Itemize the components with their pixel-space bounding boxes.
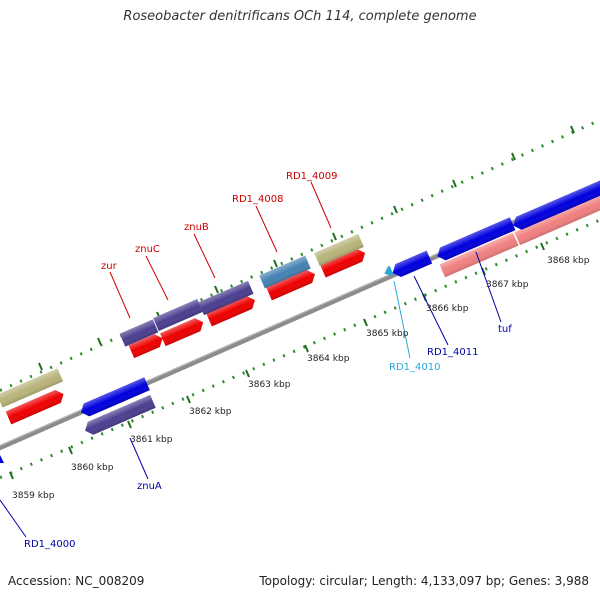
gene-forward-pink-2[interactable] xyxy=(514,190,600,246)
inner-tick-track xyxy=(0,218,600,480)
gene-reverse-purple-znuA[interactable] xyxy=(82,394,156,437)
gene-label-RD1_4010: RD1_4010 xyxy=(389,362,440,373)
kbp-label-3863: 3863 kbp xyxy=(248,380,291,390)
accession-label: Accession: NC_008209 xyxy=(8,574,145,588)
kbp-label-3866: 3866 kbp xyxy=(426,304,469,314)
gene-steel-RD1_4008[interactable] xyxy=(259,255,311,289)
gene-forward-red-RD1_4008[interactable] xyxy=(266,268,317,301)
kbp-label-3865: 3865 kbp xyxy=(366,329,409,339)
gene-label-RD1_4011: RD1_4011 xyxy=(427,347,478,358)
partial-gene-left-edge xyxy=(0,455,4,463)
gene-label-RD1_4009: RD1_4009 xyxy=(286,171,337,182)
gene-forward-red-znuC[interactable] xyxy=(160,316,206,347)
kbp-label-3861: 3861 kbp xyxy=(130,435,173,445)
gene-forward-red-znuB[interactable] xyxy=(206,294,257,327)
gene-forward-red-zur[interactable] xyxy=(128,332,166,359)
kbp-label-3864: 3864 kbp xyxy=(307,354,350,364)
gene-forward-pink-1[interactable] xyxy=(439,232,519,278)
outer-tick-track xyxy=(0,118,600,393)
gene-reverse-blue-2[interactable] xyxy=(510,177,600,232)
gene-label-znuB: znuB xyxy=(184,222,209,233)
map-title: Roseobacter denitrificans OCh 114, compl… xyxy=(123,9,477,24)
gene-label-znuC: znuC xyxy=(135,244,160,255)
gene-label-zur: zur xyxy=(101,261,118,272)
gene-label-RD1_4008: RD1_4008 xyxy=(232,194,283,205)
gene-purple-znuC[interactable] xyxy=(153,299,203,331)
gene-reverse-blue-RD1_4011[interactable] xyxy=(390,250,433,280)
kbp-label-3867: 3867 kbp xyxy=(486,280,529,290)
gene-label-tuf: tuf xyxy=(498,324,512,335)
kbp-label-3862: 3862 kbp xyxy=(189,407,232,417)
gene-reverse-blue-1[interactable] xyxy=(78,377,150,418)
gene-label-znuA: znuA xyxy=(137,481,162,492)
kbp-label-3868: 3868 kbp xyxy=(547,256,590,266)
gene-khaki-1[interactable] xyxy=(0,368,64,408)
leader-lines xyxy=(0,181,502,538)
gene-khaki-RD1_4009[interactable] xyxy=(314,234,364,266)
kbp-label-3860: 3860 kbp xyxy=(71,463,114,473)
gene-forward-red-RD1_4009[interactable] xyxy=(320,246,368,278)
gene-purple-zur[interactable] xyxy=(119,319,159,347)
gene-label-RD1_4000: RD1_4000 xyxy=(24,539,75,550)
gene-reverse-cyan-RD1_4010[interactable] xyxy=(382,265,394,278)
gene-purple-znuB[interactable] xyxy=(198,280,254,316)
kbp-label-3859: 3859 kbp xyxy=(12,491,55,501)
genome-summary: Topology: circular; Length: 4,133,097 bp… xyxy=(259,574,589,588)
gene-forward-red-1[interactable] xyxy=(5,388,67,425)
gene-reverse-blue-tuf[interactable] xyxy=(435,217,516,262)
